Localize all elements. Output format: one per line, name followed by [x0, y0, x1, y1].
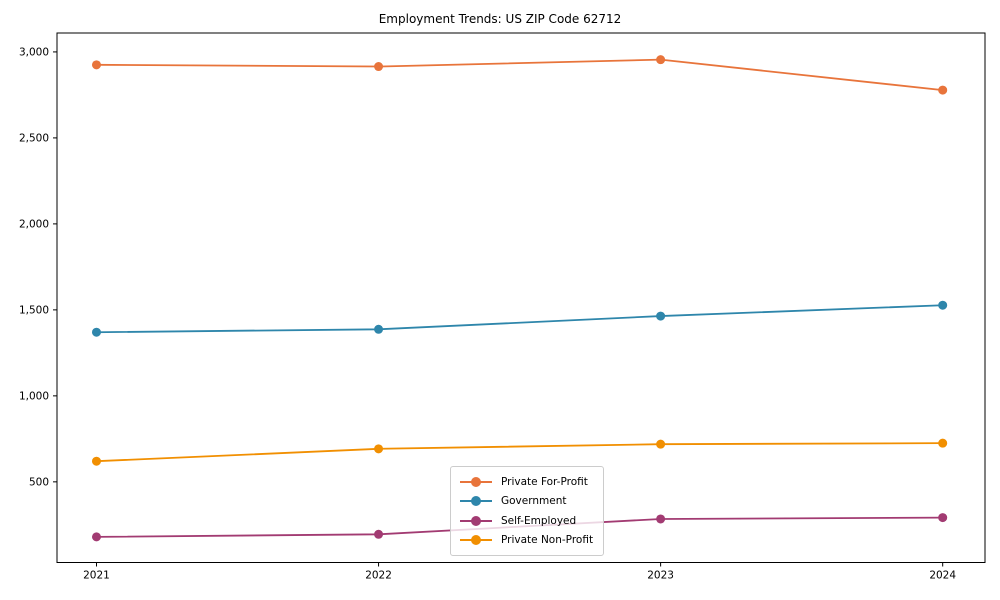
data-point-marker: [656, 311, 666, 321]
chart-title: Employment Trends: US ZIP Code 62712: [378, 12, 622, 26]
y-tick-label: 1,000: [19, 390, 49, 402]
data-point-marker: [938, 85, 948, 95]
y-tick-label: 1,500: [19, 304, 49, 316]
legend-line-marker-icon: [460, 535, 492, 546]
x-tick-label: 2023: [647, 570, 674, 582]
data-point-marker: [374, 324, 384, 334]
series-line: [96, 442, 943, 463]
data-point-marker: [656, 55, 666, 65]
legend-line-marker-icon: [460, 515, 492, 526]
legend-item-label: Government: [501, 495, 567, 508]
data-point-marker: [91, 456, 101, 466]
x-tick-label: 2024: [929, 570, 956, 582]
y-tick-label: 3,000: [19, 46, 49, 58]
y-tick-label: 500: [29, 476, 49, 488]
legend-item: Private Non-Profit: [460, 531, 593, 551]
legend-line-marker-icon: [460, 496, 492, 507]
legend: Private For-Profit Government Self-Employe…: [450, 466, 605, 556]
legend-item-label: Private For-Profit: [501, 475, 588, 488]
data-point-marker: [374, 444, 384, 454]
series-line: [96, 58, 943, 91]
legend-item: Private For-Profit: [460, 472, 593, 492]
data-point-marker: [374, 62, 384, 72]
legend-item-label: Self-Employed: [501, 514, 577, 527]
data-point-marker: [374, 529, 384, 539]
data-point-marker: [656, 514, 666, 524]
legend-line-marker-icon: [460, 476, 492, 487]
y-tick-label: 2,000: [19, 218, 49, 230]
data-point-marker: [938, 300, 948, 310]
legend-item-label: Private Non-Profit: [501, 534, 594, 547]
data-point-marker: [91, 60, 101, 70]
axes-border: [56, 32, 986, 563]
series-line: [96, 304, 943, 334]
y-tick-label: 2,500: [19, 132, 49, 144]
data-point-marker: [938, 438, 948, 448]
x-tick-label: 2022: [365, 570, 392, 582]
legend-item: Self-Employed: [460, 511, 593, 531]
data-point-marker: [91, 327, 101, 337]
data-point-marker: [938, 513, 948, 523]
legend-item: Government: [460, 492, 593, 512]
x-tick-label: 2021: [83, 570, 110, 582]
data-point-marker: [656, 439, 666, 449]
data-point-marker: [91, 532, 101, 542]
